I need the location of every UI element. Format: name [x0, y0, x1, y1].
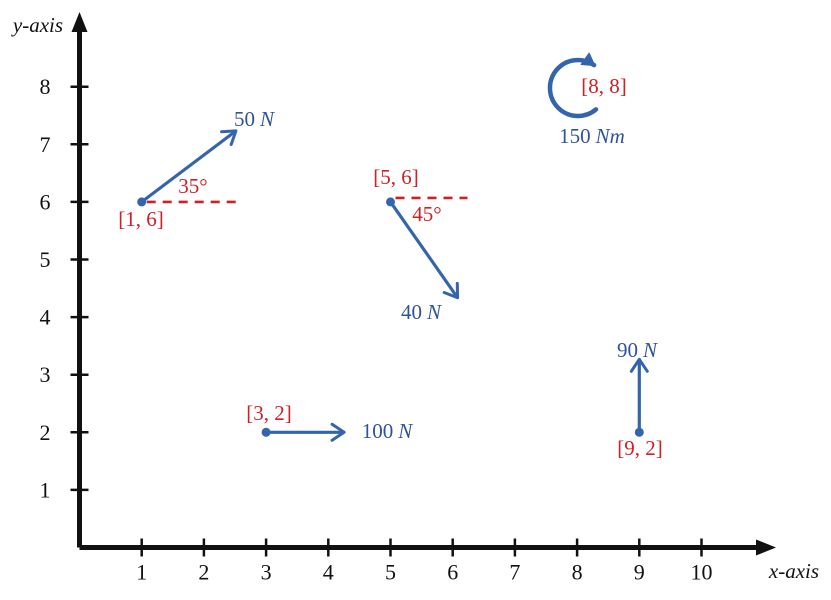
- force-vector-arrow: [389, 200, 460, 300]
- y-tick-label: 1: [40, 477, 51, 502]
- x-tick-label: 9: [634, 560, 645, 585]
- force-f-40N: [5, 6] 40 N 45°: [373, 165, 468, 324]
- y-tick-label: 8: [40, 74, 51, 99]
- force-point-dot: [386, 197, 395, 207]
- moment-arc-arrow: [547, 52, 599, 119]
- y-tick-label: 5: [40, 247, 51, 272]
- x-tick-label: 7: [509, 560, 520, 585]
- force-coordinate-label: [9, 2]: [617, 436, 663, 460]
- x-tick-label: 1: [136, 560, 147, 585]
- x-tick-label: 10: [691, 560, 713, 585]
- x-tick-label: 6: [447, 560, 458, 585]
- x-axis-arrowhead-icon: [756, 539, 776, 556]
- x-tick-label: 4: [323, 560, 334, 585]
- force-magnitude-label: 50 N: [234, 107, 275, 131]
- force-coordinate-label: [1, 6]: [118, 207, 164, 231]
- force-f-50N: [1, 6] 50 N 35°: [118, 107, 275, 231]
- y-tick-label: 4: [40, 305, 51, 330]
- moment-couple: [8, 8] 150 Nm: [547, 52, 627, 148]
- y-tick-label: 7: [40, 132, 51, 157]
- force-magnitude-label: 100 N: [362, 419, 414, 443]
- angle-label: 35°: [178, 174, 207, 198]
- force-magnitude-label: 90 N: [617, 338, 658, 362]
- force-coordinate-label: [3, 2]: [246, 401, 292, 425]
- y-tick-label: 3: [40, 362, 51, 387]
- x-tick-label: 3: [261, 560, 272, 585]
- force-magnitude-label: 40 N: [401, 300, 442, 324]
- y-tick-label: 6: [40, 189, 51, 214]
- y-tick-label: 2: [40, 420, 51, 445]
- force-f-100N: [3, 2] 100 N: [246, 401, 413, 443]
- y-axis-arrowhead-icon: [71, 12, 88, 32]
- force-coordinate-label: [5, 6]: [373, 165, 419, 189]
- force-f-90N: [9, 2] 90 N: [617, 338, 663, 460]
- force-vector-arrow: [140, 129, 238, 204]
- x-axis-label: x-axis: [768, 559, 819, 583]
- angle-label: 45°: [412, 202, 441, 226]
- force-point-dot: [137, 197, 147, 207]
- moment-coordinate-label: [8, 8]: [581, 74, 627, 98]
- moment-magnitude-label: 150 Nm: [559, 124, 625, 148]
- y-axis-label: y-axis: [11, 13, 63, 37]
- force-point-dot: [261, 427, 271, 437]
- x-tick-label: 8: [572, 560, 583, 585]
- x-tick-label: 5: [385, 560, 396, 585]
- force-point-dot: [634, 427, 644, 437]
- x-tick-label: 2: [198, 560, 209, 585]
